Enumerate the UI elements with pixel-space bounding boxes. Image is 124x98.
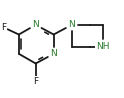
- Text: N: N: [32, 20, 39, 29]
- Text: N: N: [50, 49, 57, 58]
- Text: NH: NH: [96, 42, 110, 51]
- Text: F: F: [33, 77, 38, 86]
- Text: N: N: [68, 20, 75, 29]
- Text: F: F: [1, 23, 6, 32]
